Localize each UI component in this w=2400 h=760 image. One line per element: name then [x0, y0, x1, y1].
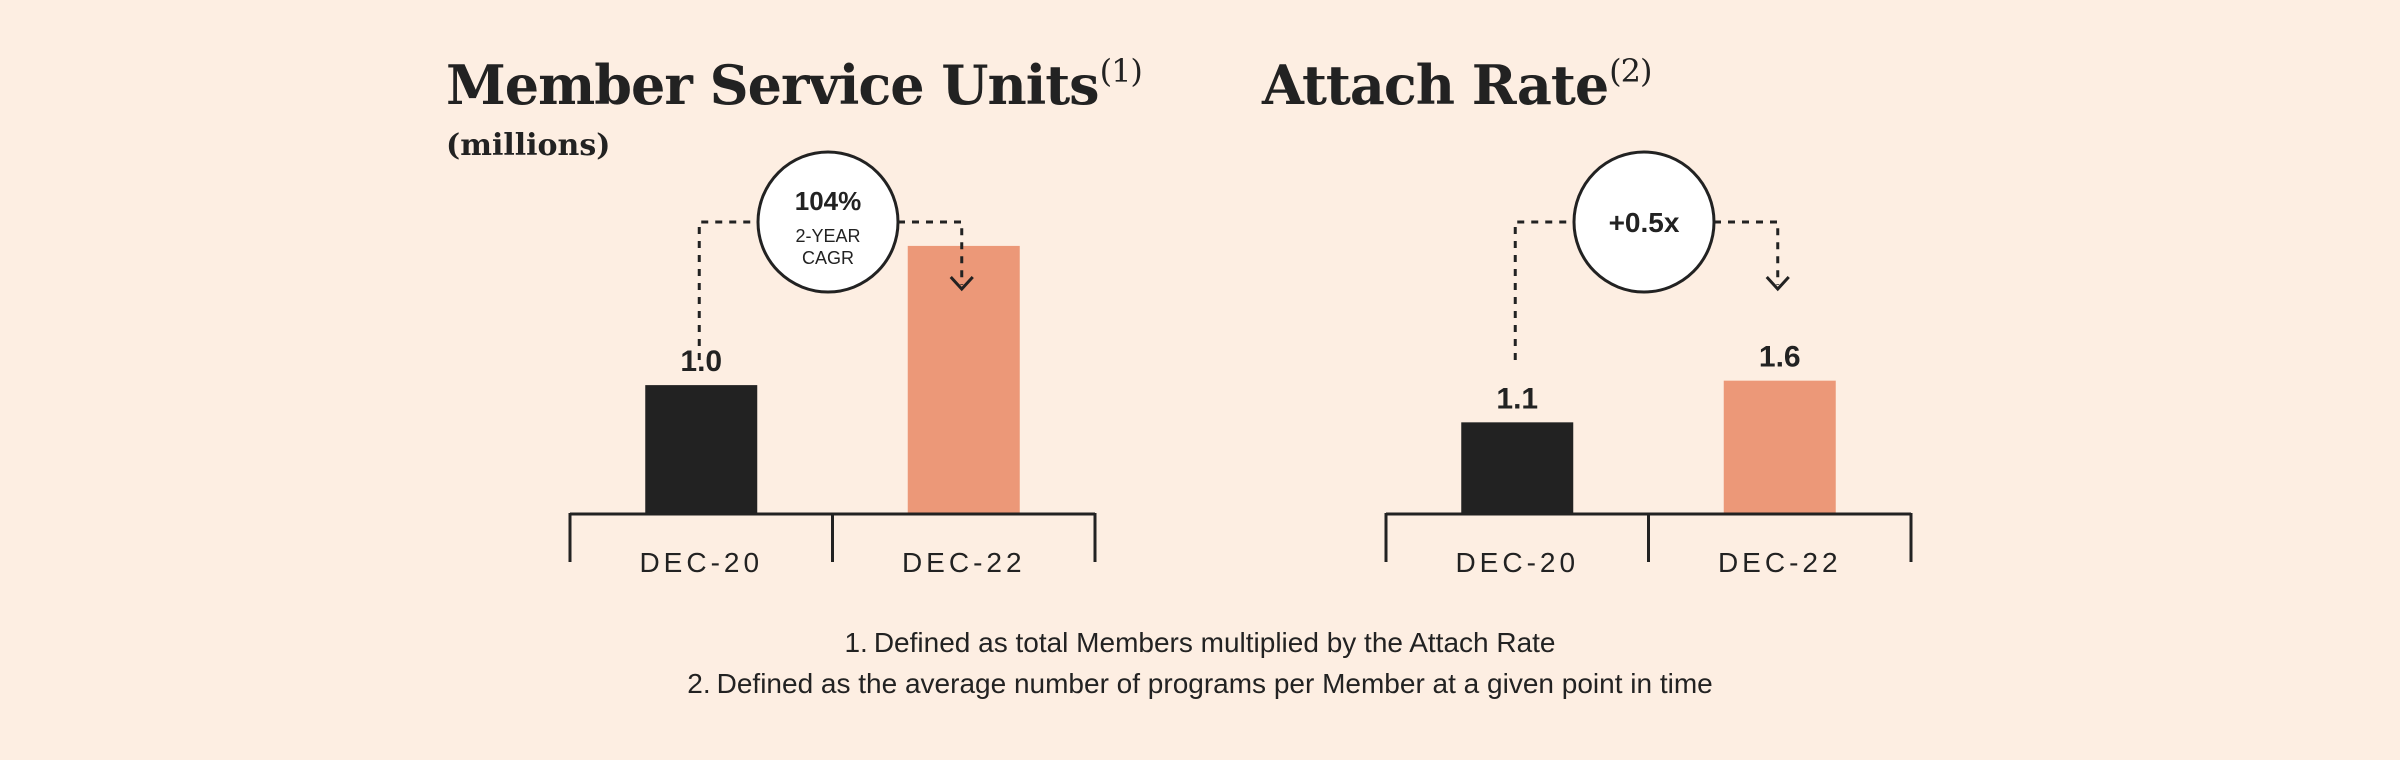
footnote-number: 2. — [687, 668, 711, 699]
callout-caption: CAGR — [802, 248, 854, 268]
x-tick-label: DEC-22 — [1718, 547, 1842, 578]
bar-dec-20 — [1461, 422, 1574, 514]
data-label: 1.6 — [1759, 341, 1801, 374]
chart-title-text: Member Service Units — [446, 53, 1100, 117]
x-tick-label: DEC-22 — [902, 547, 1026, 578]
x-tick-label: DEC-20 — [639, 547, 763, 578]
chart-title-member-service-units: Member Service Units(1) — [446, 52, 1143, 117]
chart-subtitle-units: (millions) — [446, 128, 611, 163]
footnote-text: Defined as the average number of program… — [716, 668, 1713, 699]
footnote-1: 1. Defined as total Members multiplied by… — [0, 622, 2400, 663]
callout-arrowhead — [1765, 275, 1790, 292]
footnote-number: 1. — [844, 627, 868, 658]
chart-title-footnote-ref: (2) — [1609, 52, 1652, 90]
bar-dec-20 — [645, 385, 758, 514]
data-label: 1.0 — [680, 345, 722, 378]
footnotes: 1. Defined as total Members multiplied by… — [0, 622, 2400, 704]
callout-circle — [756, 150, 900, 294]
data-label: 1.1 — [1496, 382, 1538, 415]
bar-dec-22 — [907, 245, 1020, 514]
chart-title-attach-rate: Attach Rate(2) — [1262, 52, 1653, 117]
footnote-text: Defined as total Members multiplied by t… — [873, 627, 1556, 658]
callout-caption: 2-YEAR — [795, 226, 860, 246]
callout-value: +0.5x — [1609, 207, 1680, 238]
chart-title-text: Attach Rate — [1262, 53, 1609, 117]
bar-dec-22 — [1723, 380, 1836, 514]
callout-connector — [1513, 220, 1780, 360]
callout-arrowhead — [949, 275, 974, 292]
chart-title-footnote-ref: (1) — [1099, 52, 1143, 90]
footnote-2: 2. Defined as the average number of progr… — [0, 663, 2400, 704]
chart-2: 1.1 DEC-20 1.6 DEC-22 +0.5x — [1384, 150, 1913, 578]
callout-circle — [1572, 150, 1716, 294]
x-tick-label: DEC-20 — [1455, 547, 1579, 578]
callout-connector — [697, 220, 964, 360]
callout-value: 104% — [795, 186, 862, 216]
